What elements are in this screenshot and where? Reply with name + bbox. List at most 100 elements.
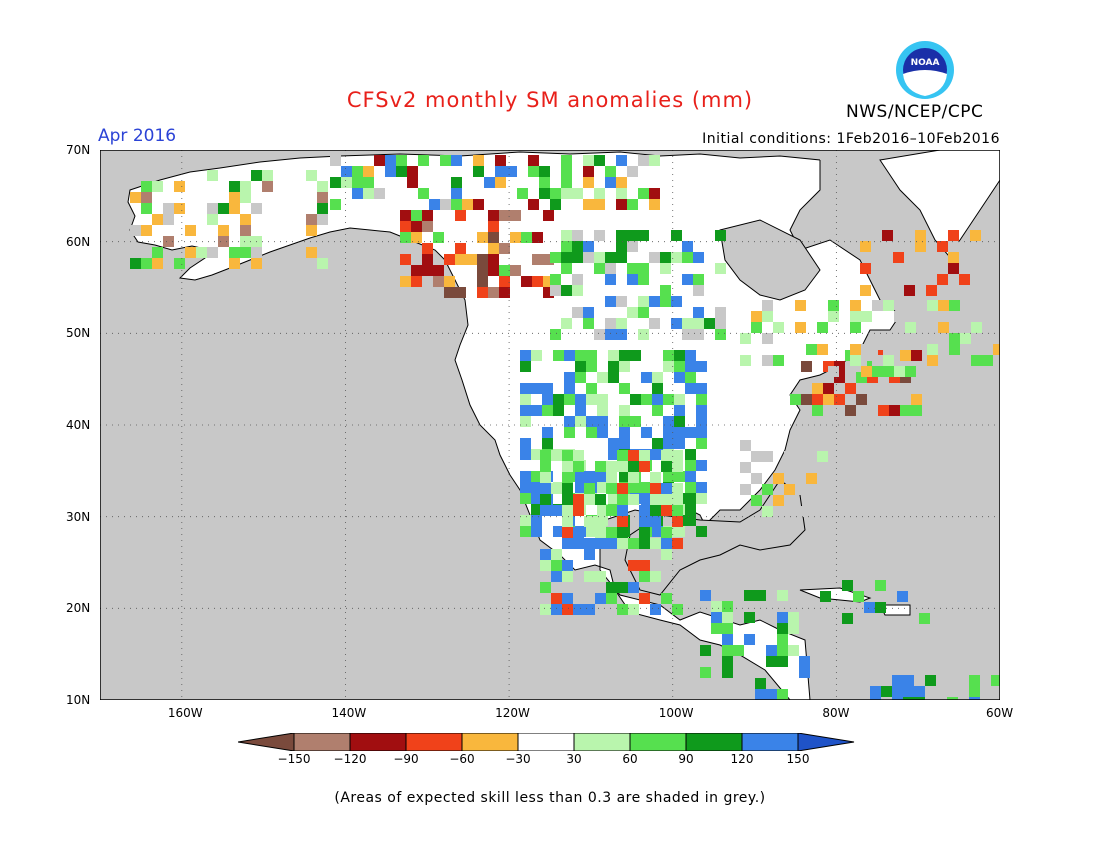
anomaly-cell <box>240 236 251 247</box>
anomaly-cell <box>671 318 682 329</box>
anomaly-cell <box>649 252 660 263</box>
anomaly-cell <box>130 225 141 236</box>
anomaly-cell <box>506 166 517 177</box>
anomaly-cell <box>520 482 531 493</box>
anomaly-cell <box>540 450 551 461</box>
anomaly-cell <box>650 538 661 549</box>
anomaly-cell <box>864 602 875 613</box>
anomaly-cell <box>649 188 660 199</box>
anomaly-cell <box>352 166 363 177</box>
anomaly-cell <box>795 484 806 495</box>
anomaly-cell <box>396 166 407 177</box>
anomaly-cell <box>551 483 562 494</box>
anomaly-cell <box>650 505 661 516</box>
anomaly-cell <box>573 494 584 505</box>
anomaly-cell <box>696 405 707 416</box>
anomaly-cell <box>663 394 674 405</box>
anomaly-cell <box>163 203 174 214</box>
anomaly-cell <box>586 383 597 394</box>
anomaly-cell <box>628 604 639 615</box>
anomaly-cell <box>661 483 672 494</box>
colorbar-tick-label: −30 <box>505 752 531 766</box>
anomaly-cell <box>499 287 510 298</box>
anomaly-cell <box>971 300 982 311</box>
anomaly-cell <box>959 274 970 285</box>
anomaly-cell <box>306 170 317 181</box>
anomaly-cell <box>914 697 925 700</box>
anomaly-cell <box>948 263 959 274</box>
anomaly-cell <box>627 263 638 274</box>
anomaly-cell <box>542 405 553 416</box>
anomaly-cell <box>722 634 733 645</box>
anomaly-cell <box>562 505 573 516</box>
anomaly-cell <box>850 344 861 355</box>
anomaly-cell <box>584 483 595 494</box>
anomaly-cell <box>927 300 938 311</box>
anomaly-cell <box>685 482 696 493</box>
anomaly-cell <box>652 449 663 460</box>
anomaly-cell <box>542 427 553 438</box>
anomaly-cell <box>540 560 551 571</box>
anomaly-cell <box>682 252 693 263</box>
anomaly-cell <box>573 505 584 516</box>
anomaly-cell <box>455 254 466 265</box>
anomaly-cell <box>630 350 641 361</box>
anomaly-cell <box>762 355 773 366</box>
anomaly-cell <box>584 549 595 560</box>
latitude-label: 40N <box>66 418 91 432</box>
longitude-label: 100W <box>658 706 694 720</box>
anomaly-cell <box>672 450 683 461</box>
anomaly-cell <box>660 285 671 296</box>
colorbar-segment <box>349 733 407 751</box>
anomaly-cell <box>451 188 462 199</box>
anomaly-cell <box>799 667 810 678</box>
anomaly-cell <box>663 416 674 427</box>
anomaly-cell <box>949 300 960 311</box>
anomaly-cell <box>455 243 466 254</box>
anomaly-cell <box>595 461 606 472</box>
anomaly-cell <box>141 192 152 203</box>
anomaly-cell <box>889 405 900 416</box>
anomaly-cell <box>722 667 733 678</box>
anomaly-cell <box>488 232 499 243</box>
anomaly-cell <box>799 656 810 667</box>
anomaly-cell <box>860 285 871 296</box>
anomaly-cell <box>660 263 671 274</box>
colorbar-max-arrow <box>797 733 855 751</box>
anomaly-cell <box>867 383 878 394</box>
anomaly-cell <box>240 225 251 236</box>
anomaly-cell <box>762 506 773 517</box>
forecast-period: Apr 2016 <box>98 126 177 146</box>
anomaly-cell <box>619 471 630 482</box>
anomaly-cell <box>650 571 661 582</box>
anomaly-cell <box>583 155 594 166</box>
anomaly-cell <box>652 438 663 449</box>
anomaly-cell <box>700 667 711 678</box>
anomaly-cell <box>573 461 584 472</box>
anomaly-cell <box>875 602 886 613</box>
anomaly-cell <box>551 450 562 461</box>
anomaly-cell <box>762 311 773 322</box>
anomaly-cell <box>520 438 531 449</box>
anomaly-cell <box>652 526 663 537</box>
anomaly-cell <box>892 697 903 700</box>
anomaly-cell <box>608 493 619 504</box>
anomaly-cell <box>262 258 273 269</box>
anomaly-cell <box>628 582 639 593</box>
colorbar-tick-label: −60 <box>449 752 475 766</box>
anomaly-cell <box>411 265 422 276</box>
anomaly-cell <box>553 350 564 361</box>
anomaly-cell <box>617 538 628 549</box>
anomaly-cell <box>911 405 922 416</box>
anomaly-cell <box>617 516 628 527</box>
anomaly-cell <box>766 689 777 700</box>
anomaly-cell <box>617 483 628 494</box>
anomaly-cell <box>661 527 672 538</box>
anomaly-cell <box>572 241 583 252</box>
anomaly-cell <box>685 471 696 482</box>
anomaly-cell <box>878 394 889 405</box>
latitude-label: 60N <box>66 234 91 249</box>
anomaly-cell <box>520 405 531 416</box>
anomaly-cell <box>795 462 806 473</box>
anomaly-cell <box>597 482 608 493</box>
